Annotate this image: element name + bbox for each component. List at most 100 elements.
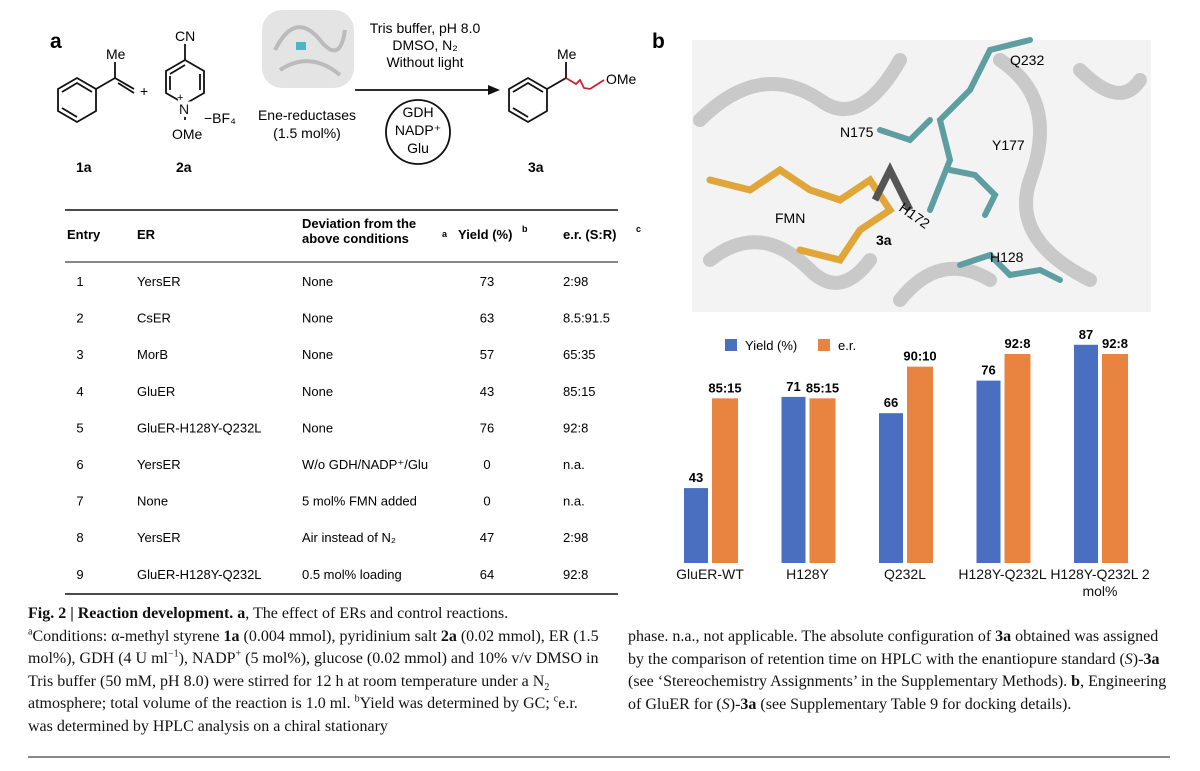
x-tick-label: H128Y-Q232L <box>958 566 1047 582</box>
caption-text: a <box>28 626 33 638</box>
enzyme-loading: (1.5 mol%) <box>273 125 341 141</box>
table-cell: 73 <box>480 274 494 289</box>
caption-text: (5 mol%), glucose (0.02 mmol) and 10% v/… <box>28 650 599 690</box>
table-cell: YersER <box>137 274 181 289</box>
structure-labels: Q232 N175 Y177 H172 FMN 3a H128 <box>775 52 1044 265</box>
table-header: Entry <box>67 227 101 242</box>
bar <box>684 488 708 563</box>
table-cell: 0 <box>483 457 490 472</box>
table-cell: n.a. <box>563 494 585 509</box>
structure-sticks <box>706 165 895 264</box>
caption-text: ), NADP <box>178 650 236 667</box>
caption-text: 1a <box>223 627 240 645</box>
table-cell: 43 <box>480 384 494 399</box>
table-cell: CsER <box>137 311 171 326</box>
value-label: 71 <box>786 379 800 394</box>
panel-label: a <box>50 30 62 53</box>
table-cell: W/o GDH/NADP⁺/Glu <box>302 457 428 472</box>
enzyme-image <box>296 42 306 50</box>
caption-left: Fig. 2 | Reaction development. a, The ef… <box>28 603 606 738</box>
caption-text: Fig. 2 | Reaction development. a <box>28 605 246 622</box>
table-cell: 92:8 <box>563 420 588 435</box>
caption-text: b <box>1071 673 1081 690</box>
caption-text: c <box>553 693 559 705</box>
value-label: 43 <box>689 470 703 485</box>
bar <box>1004 354 1031 563</box>
caption-text: e.r. was determined by HPLC analysis on … <box>28 695 578 735</box>
table-cell: 2:98 <box>563 530 588 545</box>
caption-text: obtained was assigned by the comparison … <box>628 628 1159 668</box>
value-label: 87 <box>1079 327 1093 342</box>
atom: Me <box>106 46 126 62</box>
caption-line: Fig. 2 | Reaction development. a, The ef… <box>28 603 606 626</box>
bar <box>809 398 836 563</box>
table-header-note: c <box>636 224 641 234</box>
table-cell: GluER-H128Y-Q232L <box>137 420 262 435</box>
table-cell: 3 <box>76 347 83 362</box>
bar-chart: 43 71 66 76 87 85:15 85:15 90:10 92:8 92:8 Yield (… <box>684 327 1128 563</box>
table-cell: None <box>302 384 333 399</box>
caption-text: + <box>235 648 242 660</box>
scheme-text: Me CN + N + −BF₄ OMe Ene-reductases (1.5… <box>76 20 637 175</box>
bar <box>781 396 806 563</box>
table-header: Deviation from the above conditions <box>302 216 416 246</box>
atom: N <box>179 101 189 117</box>
table-cell: 64 <box>480 567 494 582</box>
table-header-note: b <box>522 224 528 234</box>
legend-swatch <box>725 339 737 351</box>
table-cell: 2:98 <box>563 274 588 289</box>
caption-text: )- <box>729 695 741 713</box>
x-tick-label: H128Y-Q232L 2 mol% <box>1050 566 1150 599</box>
caption-text: (see Supplementary Table 9 for docking d… <box>756 695 1072 713</box>
table-cell: 7 <box>76 494 83 509</box>
caption-text: b <box>354 693 360 705</box>
caption-text: S <box>1124 650 1133 668</box>
value-label: 92:8 <box>1102 336 1128 351</box>
caption-text: (0.02 mmol), ER (1.5 mol%), GDH (4 U ml <box>28 627 599 668</box>
table-cell: MorB <box>137 347 168 362</box>
table-cell: GluER-H128Y-Q232L <box>137 567 262 582</box>
table-cell: 63 <box>480 311 494 326</box>
bar <box>1074 344 1098 563</box>
table-cell: 0.5 mol% loading <box>302 567 402 582</box>
residue-label: N175 <box>840 124 874 140</box>
caption-right: phase. n.a., not applicable. The absolut… <box>628 626 1173 716</box>
enzyme: Ene-reductases <box>258 107 356 123</box>
table-cell: 92:8 <box>563 567 588 582</box>
table-cell: n.a. <box>563 457 585 472</box>
cycle-text: NADP⁺ <box>395 122 441 138</box>
table-cell: None <box>137 494 168 509</box>
table: Entry ER Deviation from the above condition… <box>67 216 641 582</box>
table-cell: 85:15 <box>563 384 596 399</box>
atom: OMe <box>606 71 637 87</box>
table-cell: 6 <box>76 457 83 472</box>
caption-para: aConditions: α-methyl styrene 1a (0.004 … <box>28 626 606 739</box>
plus: + <box>140 83 148 99</box>
table-cell: 8 <box>76 530 83 545</box>
caption-text: 2 <box>544 681 550 693</box>
caption-text: atmosphere; total volume of the reaction… <box>28 695 355 712</box>
caption-text: (see ‘Stereochemistry Assignments’ in th… <box>628 673 1072 690</box>
bar <box>712 398 738 563</box>
residue-label: Y177 <box>992 137 1025 153</box>
table-cell: 8.5:91.5 <box>563 311 610 326</box>
table-cell: None <box>302 420 333 435</box>
panel-label: b <box>652 30 665 53</box>
table-header: Yield (%) <box>458 227 512 242</box>
legend-label: e.r. <box>838 338 856 353</box>
caption-text: Conditions: α-methyl styrene <box>32 627 224 645</box>
table-cell: None <box>302 311 333 326</box>
cycle-text: Glu <box>407 140 429 156</box>
structure-sticks <box>877 37 1063 283</box>
table-cell: YersER <box>137 530 181 545</box>
table-cell: 9 <box>76 567 83 582</box>
value-label: 92:8 <box>1004 336 1030 351</box>
table-cell: 5 <box>76 420 83 435</box>
table-header: ER <box>137 227 156 242</box>
compound-label: 3a <box>528 159 544 175</box>
table-cell: GluER <box>137 384 175 399</box>
table-cell: Air instead of N₂ <box>302 530 396 545</box>
enzyme-image <box>273 25 347 77</box>
